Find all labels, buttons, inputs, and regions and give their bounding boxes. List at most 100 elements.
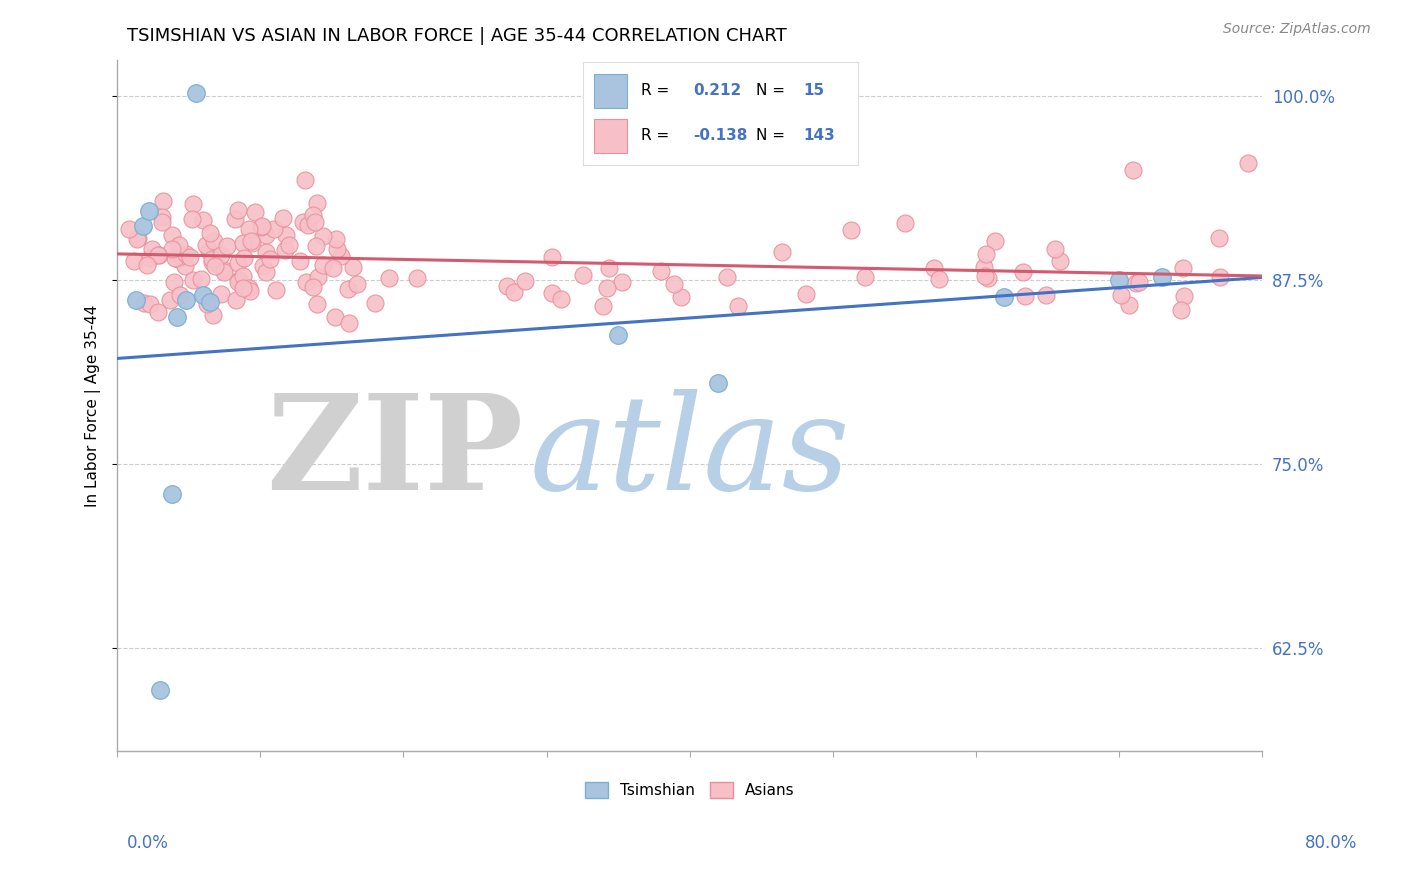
- Point: [323, 310, 346, 324]
- Point: [325, 232, 347, 246]
- Point: [983, 234, 1005, 248]
- Text: 15: 15: [803, 83, 824, 98]
- Point: [727, 299, 749, 313]
- Point: [295, 275, 318, 289]
- Point: [125, 293, 148, 307]
- Point: [342, 260, 364, 274]
- Text: N =: N =: [756, 128, 785, 144]
- Point: [136, 258, 159, 272]
- Point: [243, 204, 266, 219]
- Point: [240, 236, 263, 251]
- Point: [148, 247, 170, 261]
- Point: [122, 254, 145, 268]
- Point: [1208, 230, 1230, 244]
- Point: [541, 250, 564, 264]
- Point: [1122, 163, 1144, 178]
- Point: [181, 211, 204, 226]
- Point: [232, 281, 254, 295]
- Point: [160, 487, 183, 501]
- Point: [592, 299, 614, 313]
- Point: [928, 272, 950, 286]
- Point: [364, 296, 387, 310]
- Point: [184, 87, 207, 101]
- Point: [305, 297, 328, 311]
- Point: [290, 254, 312, 268]
- Point: [540, 286, 562, 301]
- Point: [278, 237, 301, 252]
- Text: 0.0%: 0.0%: [127, 834, 169, 852]
- Point: [550, 292, 572, 306]
- Point: [202, 309, 225, 323]
- Point: [1049, 254, 1071, 268]
- Point: [201, 252, 224, 266]
- Legend: Tsimshian, Asians: Tsimshian, Asians: [576, 775, 803, 806]
- Point: [1035, 288, 1057, 302]
- Point: [118, 222, 141, 236]
- Point: [572, 268, 595, 282]
- Point: [146, 248, 169, 262]
- Point: [195, 297, 218, 311]
- Point: [1173, 288, 1195, 302]
- Point: [595, 281, 617, 295]
- Point: [974, 268, 997, 283]
- Point: [1014, 289, 1036, 303]
- Point: [922, 260, 945, 275]
- Point: [274, 243, 297, 257]
- Point: [264, 283, 287, 297]
- Point: [238, 221, 260, 235]
- Point: [139, 297, 162, 311]
- Point: [610, 275, 633, 289]
- Point: [193, 213, 215, 227]
- Text: atlas: atlas: [530, 390, 849, 518]
- Point: [239, 234, 262, 248]
- Point: [305, 196, 328, 211]
- Point: [150, 214, 173, 228]
- Point: [212, 263, 235, 277]
- Point: [607, 327, 630, 342]
- FancyBboxPatch shape: [595, 74, 627, 108]
- Point: [1236, 155, 1258, 169]
- Point: [166, 252, 188, 266]
- Point: [239, 285, 262, 299]
- Point: [302, 279, 325, 293]
- Text: Source: ZipAtlas.com: Source: ZipAtlas.com: [1223, 22, 1371, 37]
- Point: [650, 264, 672, 278]
- Point: [301, 208, 323, 222]
- Point: [215, 239, 238, 253]
- Point: [1209, 270, 1232, 285]
- Point: [165, 251, 187, 265]
- Point: [146, 305, 169, 319]
- Point: [125, 232, 148, 246]
- Point: [190, 272, 212, 286]
- Point: [515, 274, 537, 288]
- Point: [152, 194, 174, 208]
- Point: [322, 261, 344, 276]
- Text: 0.212: 0.212: [693, 83, 741, 98]
- Point: [159, 293, 181, 308]
- Point: [141, 242, 163, 256]
- Point: [1108, 273, 1130, 287]
- Point: [170, 249, 193, 263]
- Point: [312, 258, 335, 272]
- Point: [853, 270, 876, 285]
- Point: [1109, 288, 1132, 302]
- Point: [336, 282, 359, 296]
- Point: [312, 229, 335, 244]
- Point: [169, 288, 191, 302]
- Point: [598, 261, 620, 276]
- Point: [1011, 265, 1033, 279]
- Point: [1125, 276, 1147, 290]
- Point: [209, 248, 232, 262]
- Point: [191, 288, 214, 302]
- Point: [174, 246, 197, 260]
- Text: ZIP: ZIP: [267, 390, 523, 518]
- Point: [200, 295, 222, 310]
- Point: [495, 278, 517, 293]
- Point: [197, 244, 219, 258]
- Point: [149, 682, 172, 697]
- Point: [233, 251, 256, 265]
- Point: [224, 211, 246, 226]
- Point: [662, 277, 685, 291]
- Point: [173, 259, 195, 273]
- Text: 80.0%: 80.0%: [1305, 834, 1357, 852]
